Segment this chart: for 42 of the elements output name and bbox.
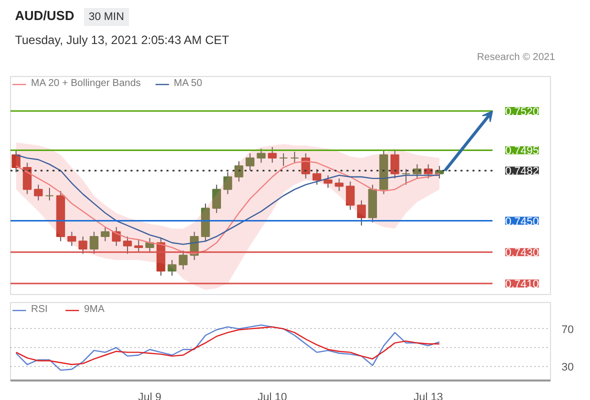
candlestick: [390, 150, 400, 179]
ref-line-label: 0.7495: [505, 145, 539, 158]
ref-line-label: 0.7450: [505, 216, 539, 228]
candlestick: [346, 181, 355, 210]
candlestick: [334, 178, 344, 192]
y-tick-label: 30: [562, 361, 574, 374]
candlestick: [34, 184, 43, 201]
chart-subtitle: 30 MIN: [84, 8, 130, 26]
ref-line-label: 0.7410: [505, 278, 539, 291]
candlestick: [123, 236, 132, 254]
candlestick: [279, 152, 288, 166]
candlestick: [168, 259, 176, 276]
candlestick: [357, 200, 366, 226]
candlestick: [178, 250, 188, 270]
chart-title: AUD/USD: [15, 8, 74, 23]
candlestick: [246, 152, 254, 172]
candlestick: [324, 174, 332, 188]
candlestick: [67, 231, 76, 246]
candlestick: [290, 151, 299, 164]
candlestick: [78, 236, 88, 254]
candlestick: [12, 150, 20, 173]
legend-label: MA 20 + Bollinger Bands: [31, 78, 141, 89]
candlestick: [234, 160, 244, 182]
candlestick: [90, 231, 98, 254]
y-tick-label: 70: [562, 324, 574, 336]
candlestick: [223, 172, 232, 195]
legend-label: RSI: [31, 304, 49, 315]
legend-label: 9MA: [84, 304, 105, 315]
candlestick: [256, 148, 266, 164]
line-series: [15, 326, 440, 366]
candlestick: [268, 146, 277, 164]
candlestick: [312, 168, 322, 186]
text: Tuesday, July 13, 2021 2:05:43 AM CET: [15, 32, 230, 49]
candlestick: [100, 226, 110, 242]
legend-label: MA 50: [174, 78, 202, 89]
candlestick: [45, 187, 54, 201]
candlestick: [134, 239, 144, 253]
candlestick: [212, 184, 222, 214]
ref-line-label: 0.7520: [505, 106, 539, 118]
candlestick: [402, 168, 410, 186]
text: Research © 2021: [476, 50, 555, 65]
line-series: [15, 324, 440, 371]
